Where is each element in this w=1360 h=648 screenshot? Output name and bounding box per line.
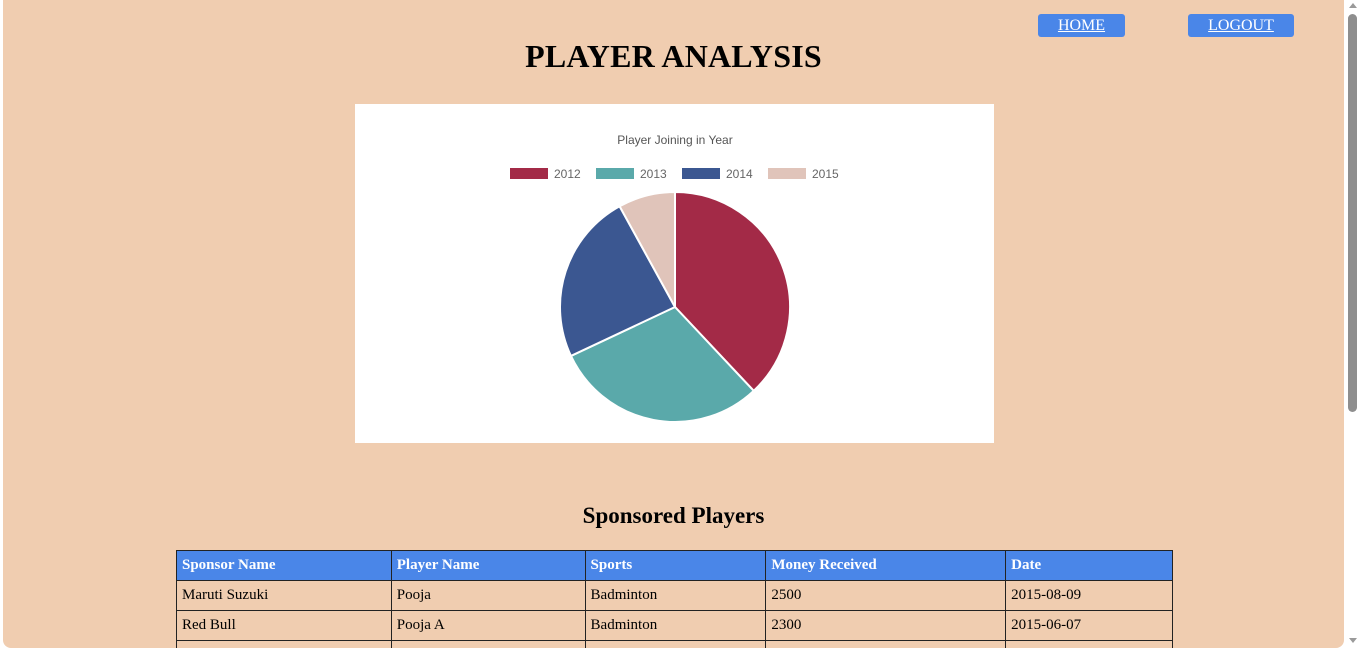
chart-card: Player Joining in Year 2012 2013 2014 2015: [355, 104, 994, 443]
page-scrollbar[interactable]: [1346, 0, 1360, 648]
scroll-up-arrow-icon[interactable]: [1349, 3, 1357, 8]
legend-swatch: [682, 168, 720, 179]
cell-sponsor-name: Maruti Suzuki: [176, 580, 392, 611]
cell-money-received: [765, 640, 1007, 648]
home-button[interactable]: HOME: [1038, 14, 1125, 37]
cell-sponsor-name: Red Bull: [176, 610, 392, 641]
cell-player-name: Pooja: [390, 580, 586, 611]
legend-item-2013[interactable]: 2013: [596, 167, 667, 181]
pie-slice-2012[interactable]: [674, 190, 791, 393]
pie-slice-2013[interactable]: [569, 305, 756, 423]
table-row: Maruti Suzuki Pooja Badminton 2500 2015-…: [176, 580, 1173, 611]
pie-slices: [559, 190, 791, 423]
cell-date: 2015-08-09: [1005, 580, 1173, 611]
legend-swatch: [510, 168, 548, 179]
legend-label: 2015: [812, 167, 839, 181]
cell-date: [1005, 640, 1173, 648]
legend-item-2014[interactable]: 2014: [682, 167, 753, 181]
legend-label: 2013: [640, 167, 667, 181]
cell-money-received: 2300: [765, 610, 1007, 641]
chart-legend: 2012 2013 2014 2015: [510, 167, 839, 181]
table-row: Red Bull Pooja A Badminton 2300 2015-06-…: [176, 610, 1173, 641]
col-date: Date: [1005, 550, 1173, 581]
pie-slice-2015[interactable]: [618, 190, 676, 308]
col-sports: Sports: [584, 550, 767, 581]
legend-item-2012[interactable]: 2012: [510, 167, 581, 181]
col-sponsor-name: Sponsor Name: [176, 550, 392, 581]
cell-player-name: Pooja A: [390, 610, 586, 641]
pie-chart: Player Joining in Year 2012 2013 2014 2015: [510, 133, 839, 423]
page: HOME LOGOUT PLAYER ANALYSIS Player Joini…: [3, 0, 1344, 648]
chart-title: Player Joining in Year: [617, 133, 732, 147]
page-title: PLAYER ANALYSIS: [525, 38, 822, 74]
scroll-thumb[interactable]: [1348, 14, 1357, 412]
sponsored-players-title: Sponsored Players: [582, 503, 765, 528]
col-player-name: Player Name: [390, 550, 586, 581]
pie-slice-2014[interactable]: [559, 204, 677, 358]
legend-swatch: [768, 168, 806, 179]
legend-label: 2012: [554, 167, 581, 181]
table-row: [176, 640, 1173, 648]
cell-player-name: [390, 640, 586, 648]
cell-money-received: 2500: [765, 580, 1007, 611]
cell-sports: Badminton: [584, 610, 767, 641]
logout-button[interactable]: LOGOUT: [1188, 14, 1294, 37]
legend-label: 2014: [726, 167, 753, 181]
table-header-row: Sponsor Name Player Name Sports Money Re…: [176, 550, 1173, 581]
cell-date: 2015-06-07: [1005, 610, 1173, 641]
col-money-received: Money Received: [765, 550, 1007, 581]
scroll-down-arrow-icon[interactable]: [1349, 638, 1357, 643]
cell-sports: Badminton: [584, 580, 767, 611]
sponsored-players-table: Sponsor Name Player Name Sports Money Re…: [176, 550, 1173, 648]
legend-item-2015[interactable]: 2015: [768, 167, 839, 181]
legend-swatch: [596, 168, 634, 179]
cell-sponsor-name: [176, 640, 392, 648]
cell-sports: [584, 640, 767, 648]
